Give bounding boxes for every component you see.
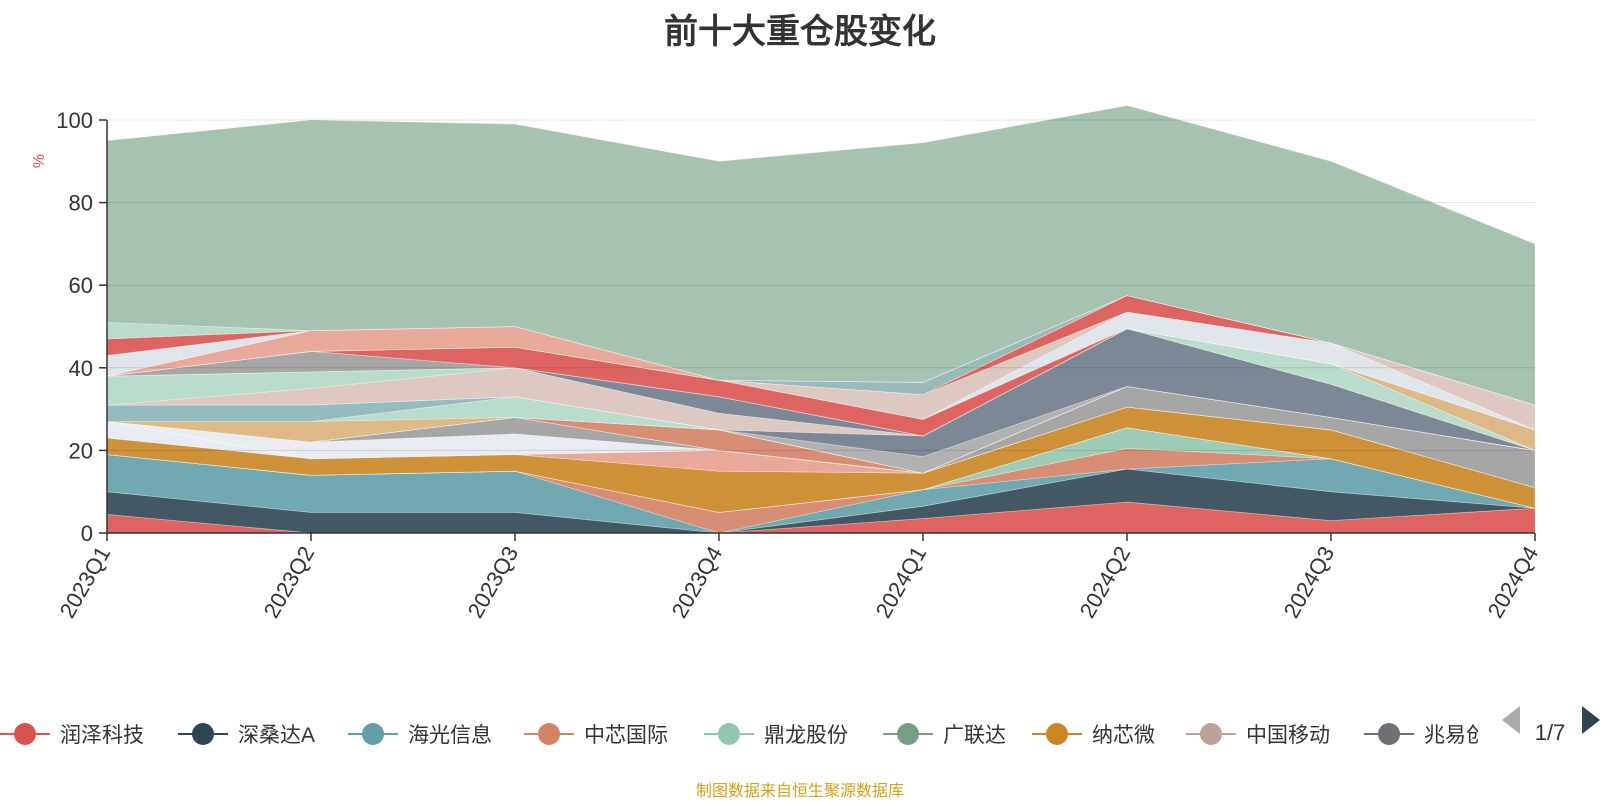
legend-label: 深桑达A — [238, 724, 315, 747]
legend-item[interactable]: 中国移动 — [1186, 723, 1330, 747]
legend-dot-icon — [1378, 723, 1400, 745]
y-tick-label: 0 — [81, 521, 93, 546]
x-tick-label: 2024Q2 — [1075, 542, 1136, 622]
legend-item[interactable]: 海光信息 — [348, 723, 492, 747]
legend-item[interactable]: 广联达 — [883, 723, 1006, 747]
x-tick-label: 2023Q3 — [463, 542, 524, 622]
legend-label: 广联达 — [943, 724, 1006, 747]
legend[interactable]: 润泽科技 深桑达A 海光信息 中芯国际 鼎龙股份 广联达 纳芯微 中国移动 兆易创新 — [0, 723, 1508, 747]
legend-label: 中芯国际 — [584, 724, 668, 747]
legend-dot-icon — [1046, 723, 1068, 745]
x-tick-label: 2023Q2 — [259, 542, 320, 622]
axes — [106, 120, 1535, 534]
legend-label: 海光信息 — [408, 724, 492, 747]
x-tick-label: 2023Q1 — [55, 542, 116, 622]
y-tick-label: 100 — [56, 108, 93, 133]
legend-item[interactable]: 兆易创新 — [1364, 723, 1508, 747]
legend-dot-icon — [362, 723, 384, 745]
legend-label: 中国移动 — [1246, 724, 1330, 747]
y-tick-label: 60 — [69, 273, 93, 298]
y-axis-label: % — [31, 154, 48, 168]
legend-prev-arrow-icon[interactable] — [1502, 706, 1520, 734]
legend-label: 纳芯微 — [1092, 724, 1155, 747]
y-tick-label: 20 — [69, 438, 93, 463]
legend-dot-icon — [192, 723, 214, 745]
legend-dot-icon — [1200, 723, 1222, 745]
legend-next-arrow-icon[interactable] — [1582, 706, 1600, 734]
legend-item[interactable]: 深桑达A — [178, 723, 315, 747]
y-tick-label: 40 — [69, 356, 93, 381]
legend-item[interactable]: 纳芯微 — [1032, 723, 1155, 747]
x-tick-label: 2023Q4 — [667, 542, 728, 622]
y-axis-ticks: 0 20 40 60 80 100 — [56, 108, 107, 546]
legend-dot-icon — [14, 723, 36, 745]
stacked-areas — [106, 105, 1536, 534]
legend-dot-icon — [718, 723, 740, 745]
x-axis-ticks: 2023Q1 2023Q2 2023Q3 2023Q4 2024Q1 2024Q2 2024… — [55, 533, 1544, 622]
legend-label: 鼎龙股份 — [764, 724, 848, 747]
x-tick-label: 2024Q1 — [871, 542, 932, 622]
legend-page-indicator: 1/7 — [1535, 720, 1566, 745]
area-series-9[interactable] — [106, 406, 1536, 513]
legend-items[interactable]: 润泽科技 深桑达A 海光信息 中芯国际 鼎龙股份 广联达 纳芯微 中国移动 兆易创新 — [0, 723, 1508, 747]
legend-pager[interactable]: 1/7 — [1502, 706, 1600, 745]
legend-label: 兆易创新 — [1424, 724, 1508, 747]
legend-label: 润泽科技 — [60, 724, 144, 747]
legend-item[interactable]: 润泽科技 — [0, 723, 144, 747]
legend-item[interactable]: 中芯国际 — [524, 723, 668, 747]
x-tick-label: 2024Q4 — [1483, 542, 1544, 622]
source-note: 制图数据来自恒生聚源数据库 — [695, 783, 904, 800]
area-series-39[interactable] — [106, 105, 1536, 406]
legend-dot-icon — [897, 723, 919, 745]
legend-item[interactable]: 鼎龙股份 — [704, 723, 848, 747]
chart-title: 前十大重仓股变化 — [664, 13, 936, 51]
y-tick-label: 80 — [69, 191, 93, 216]
legend-dot-icon — [538, 723, 560, 745]
x-tick-label: 2024Q3 — [1279, 542, 1340, 622]
